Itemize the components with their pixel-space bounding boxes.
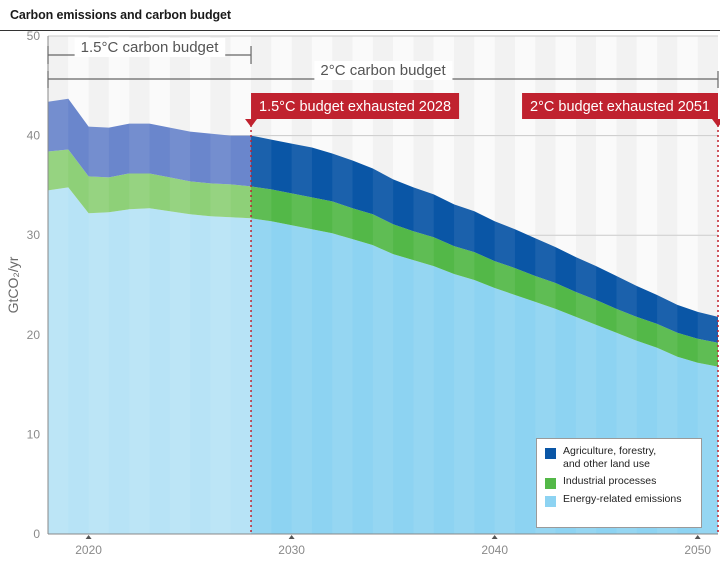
title-bar: Carbon emissions and carbon budget: [0, 0, 720, 31]
legend-label-agriculture-line1: Agriculture, forestry,: [563, 445, 657, 457]
exhausted-15-flag-pointer: [245, 119, 258, 127]
budget-2-label: 2°C carbon budget: [320, 62, 446, 79]
x-tick-label: 2030: [278, 543, 305, 557]
year-stripe-overlay: [413, 36, 434, 534]
area-energy-related-emissions-pre-2028: [48, 187, 252, 534]
budget-annotations: 1.5°C carbon budget 2°C carbon budget 1.5°…: [47, 38, 720, 534]
x-tick-marker: [694, 535, 701, 539]
exhausted-15-flag-label: 1.5°C budget exhausted 2028: [259, 99, 451, 115]
year-stripe-overlay: [616, 36, 637, 534]
year-stripe-overlay: [535, 36, 556, 534]
year-stripe-overlay: [697, 36, 718, 534]
budget-15-label-bg: [74, 38, 226, 57]
year-stripe-overlay: [251, 36, 272, 534]
y-tick-label: 10: [27, 427, 41, 441]
legend-swatch-industrial: [545, 478, 556, 489]
year-stripe-overlay: [88, 36, 109, 534]
legend: Agriculture, forestry, and other land us…: [536, 438, 702, 528]
year-stripe-overlay: [372, 36, 394, 534]
exhausted-2-flag-box: [522, 93, 718, 119]
year-stripe-overlay: [291, 36, 312, 534]
x-tick-marker: [85, 535, 92, 539]
legend-swatch-agriculture: [545, 448, 556, 459]
area-agriculture-forestry-land-use-pre-2028: [48, 98, 252, 187]
year-stripe-overlay: [129, 36, 150, 534]
x-tick-marker: [288, 535, 295, 539]
x-tick-label: 2040: [481, 543, 508, 557]
legend-item-energy: Energy-related emissions: [545, 493, 695, 507]
area-agriculture-forestry-land-use-post-2028: [251, 135, 718, 343]
y-tick-label: 30: [27, 228, 41, 242]
legend-item-agriculture: Agriculture, forestry, and other land us…: [545, 445, 695, 471]
y-axis-label: GtCO₂/yr: [5, 256, 21, 313]
year-stripe-overlay: [494, 36, 515, 534]
year-stripe-overlay: [657, 36, 678, 534]
x-tick-label: 2020: [75, 543, 102, 557]
year-stripe-overlay: [575, 36, 597, 534]
legend-label-energy: Energy-related emissions: [563, 493, 682, 505]
year-stripe-overlay: [332, 36, 353, 534]
legend-label-agriculture-line2: and other land use: [563, 458, 650, 470]
budget-2-label-bg: [314, 61, 453, 80]
exhausted-2-flag-pointer: [712, 119, 720, 127]
legend-item-industrial: Industrial processes: [545, 475, 695, 489]
chart-title: Carbon emissions and carbon budget: [10, 8, 231, 22]
x-tick-marker: [491, 535, 498, 539]
y-tick-label: 50: [27, 29, 41, 43]
year-stripe-overlay: [210, 36, 231, 534]
y-tick-label: 40: [27, 129, 41, 143]
legend-label-industrial: Industrial processes: [563, 475, 657, 487]
y-tick-label: 0: [33, 527, 40, 541]
area-industrial-processes-pre-2028: [48, 149, 252, 219]
exhausted-2-flag-label: 2°C budget exhausted 2051: [530, 99, 710, 115]
y-tick-label: 20: [27, 328, 41, 342]
budget-15-label: 1.5°C carbon budget: [81, 39, 220, 56]
year-stripe-overlay: [169, 36, 191, 534]
legend-swatch-energy: [545, 496, 556, 507]
exhausted-15-flag-box: [251, 93, 460, 119]
year-stripe-overlay: [48, 36, 69, 534]
area-industrial-processes-post-2028: [251, 186, 718, 367]
year-stripe-overlay: [454, 36, 475, 534]
x-tick-label: 2050: [684, 543, 711, 557]
